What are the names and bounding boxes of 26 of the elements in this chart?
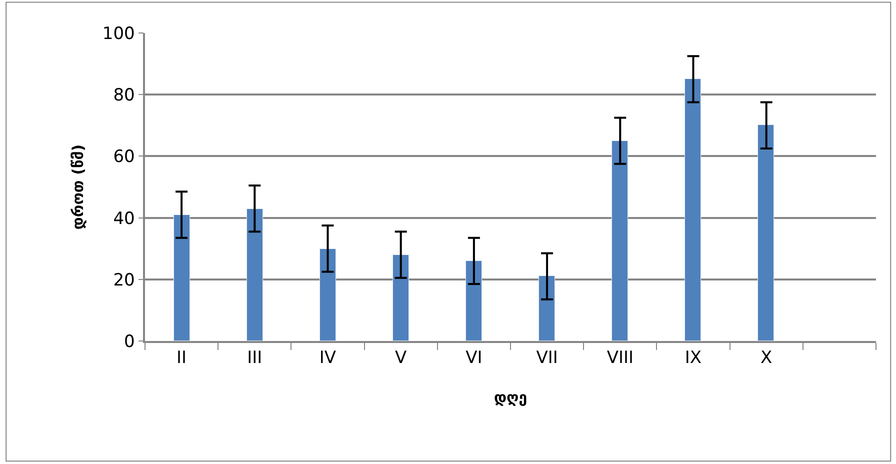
y-tick-label: 0: [124, 332, 135, 352]
y-tick-label: 20: [113, 270, 135, 290]
x-tick-label: IX: [684, 348, 702, 368]
x-tick-label: X: [760, 348, 773, 368]
y-tick-label: 100: [102, 24, 135, 44]
bar: [466, 260, 482, 341]
bar: [320, 248, 336, 341]
y-tick-label: 60: [113, 147, 135, 168]
bar: [684, 78, 701, 341]
bar: [612, 140, 628, 341]
y-tick-label: 40: [113, 208, 135, 229]
x-tick-label: VI: [466, 348, 482, 368]
x-tick-label: VIII: [606, 348, 634, 368]
y-tick-label: 80: [113, 86, 135, 106]
bar: [538, 276, 555, 341]
bar: [246, 208, 263, 341]
x-tick-label: VII: [536, 348, 558, 368]
x-tick-label: III: [247, 348, 262, 368]
x-tick-label: II: [176, 348, 187, 368]
bar: [758, 124, 774, 341]
x-tick-label: V: [395, 348, 408, 368]
bar: [392, 254, 409, 341]
y-axis-title: დროთ (წმ): [69, 144, 88, 230]
x-tick-label: IV: [319, 348, 336, 368]
bar: [174, 214, 190, 341]
x-axis-title: დღე: [494, 388, 528, 407]
